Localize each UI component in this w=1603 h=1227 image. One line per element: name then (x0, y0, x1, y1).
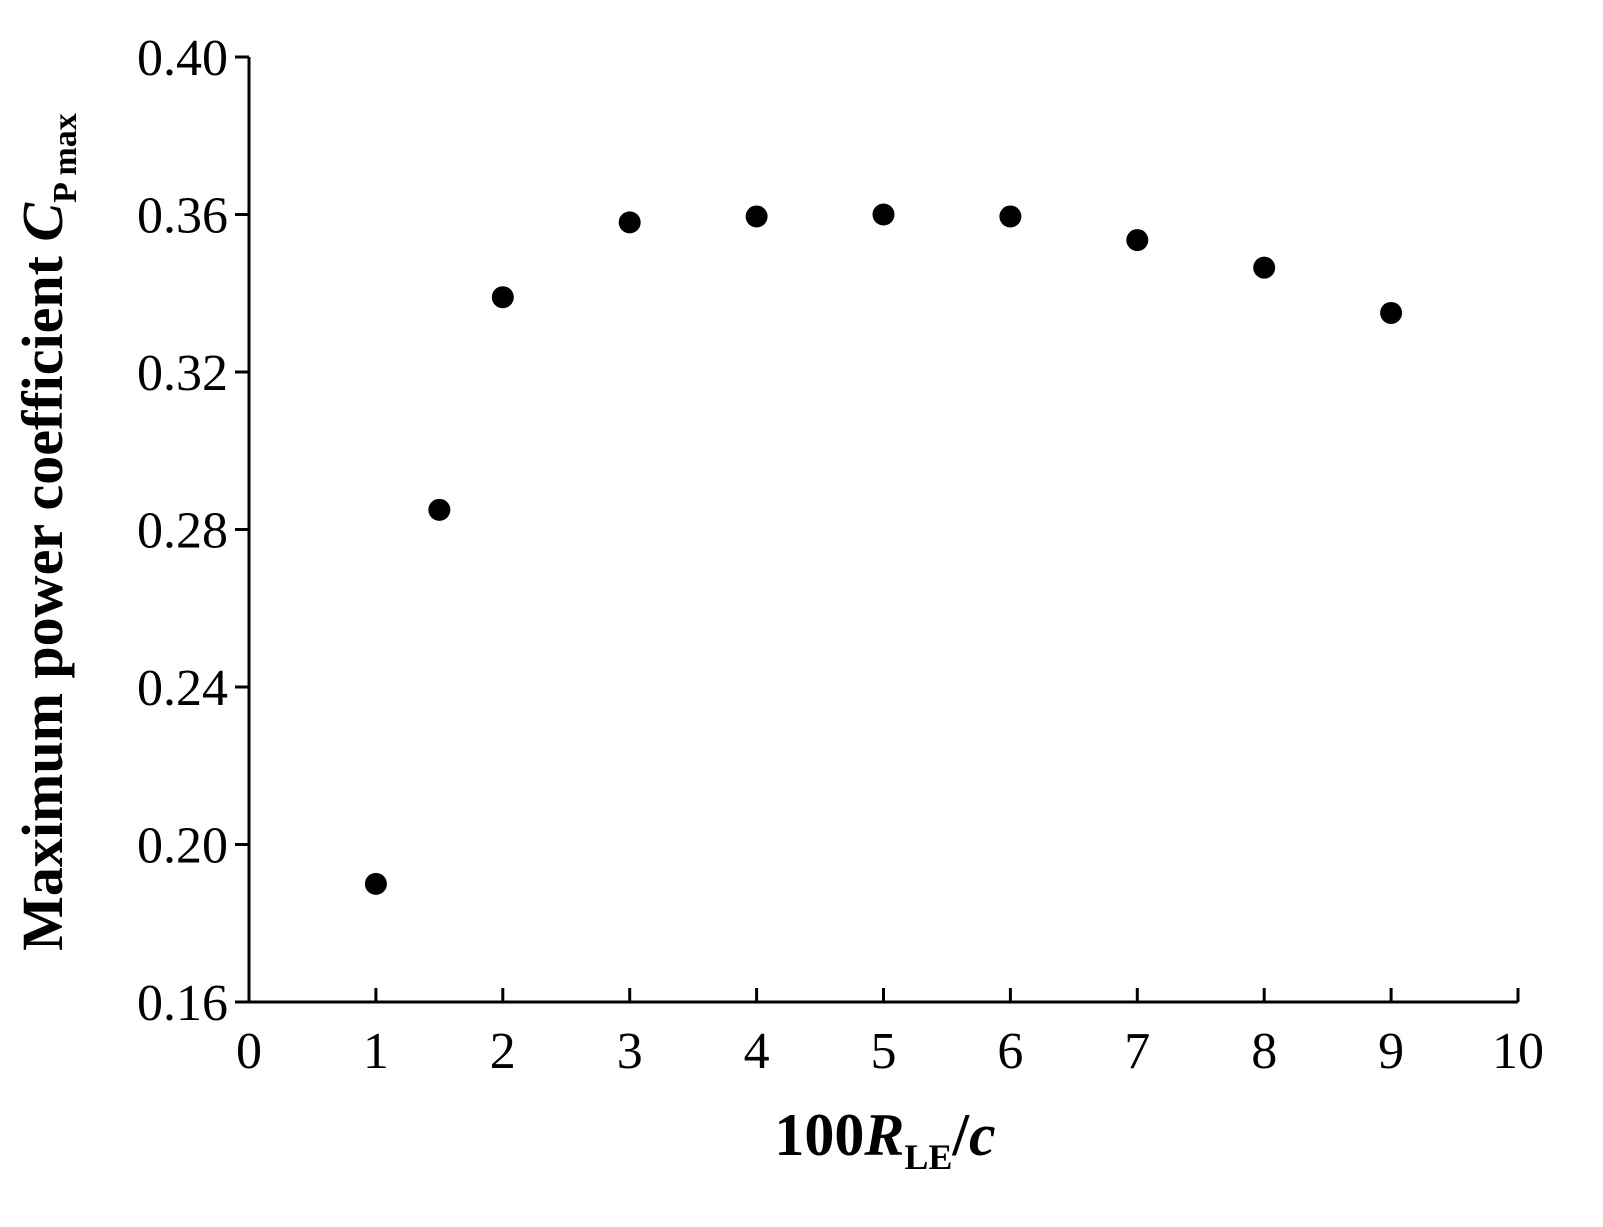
data-point (491, 286, 514, 309)
x-tick-label: 9 (1378, 1023, 1404, 1080)
x-tick-label: 3 (617, 1023, 643, 1080)
y-tick-label: 0.24 (137, 660, 228, 717)
x-axis-title-sub: LE (904, 1137, 952, 1177)
axes: 0 1 2 3 4 5 6 7 8 9 10 0.16 0.20 0.24 0.28 0.32 0.36 0.40 (137, 30, 1544, 1080)
data-point (999, 205, 1022, 228)
x-tick-label: 4 (744, 1023, 770, 1080)
x-tick-label: 7 (1124, 1023, 1150, 1080)
data-point (872, 203, 895, 226)
x-tick-label: 5 (871, 1023, 897, 1080)
x-axis-title-suffix: / (951, 1102, 970, 1168)
data-point (745, 205, 768, 228)
y-tick-label: 0.40 (137, 30, 228, 87)
x-axis-title: 100RLE/c (774, 1102, 995, 1177)
x-tick-label: 10 (1492, 1023, 1544, 1080)
x-tick-label: 1 (363, 1023, 389, 1080)
y-axis-title-sub: P max (47, 113, 84, 203)
y-axis-title-var: C (10, 202, 75, 242)
y-tick-label: 0.16 (137, 975, 228, 1032)
x-tick-label: 8 (1251, 1023, 1277, 1080)
x-tick-label: 6 (997, 1023, 1023, 1080)
y-tick-label: 0.32 (137, 345, 228, 402)
y-tick-label: 0.36 (137, 188, 228, 245)
data-point (1253, 256, 1276, 279)
data-point (1126, 229, 1149, 252)
data-points (364, 203, 1403, 895)
y-axis-title-text: Maximum power coefficient (10, 242, 75, 951)
x-axis-title-var: R (863, 1102, 904, 1168)
data-point (364, 872, 387, 895)
x-axis-title-suffix-var: c (969, 1102, 996, 1168)
x-tick-label: 0 (236, 1023, 262, 1080)
data-point (618, 211, 641, 234)
y-axis-title: Maximum power coefficient CP max (10, 113, 84, 951)
y-tick-label: 0.20 (137, 818, 228, 875)
x-axis-title-prefix: 100 (774, 1102, 864, 1168)
y-tick-label: 0.28 (137, 503, 228, 560)
data-point (1380, 301, 1403, 324)
data-point (428, 498, 451, 521)
x-tick-label: 2 (490, 1023, 516, 1080)
